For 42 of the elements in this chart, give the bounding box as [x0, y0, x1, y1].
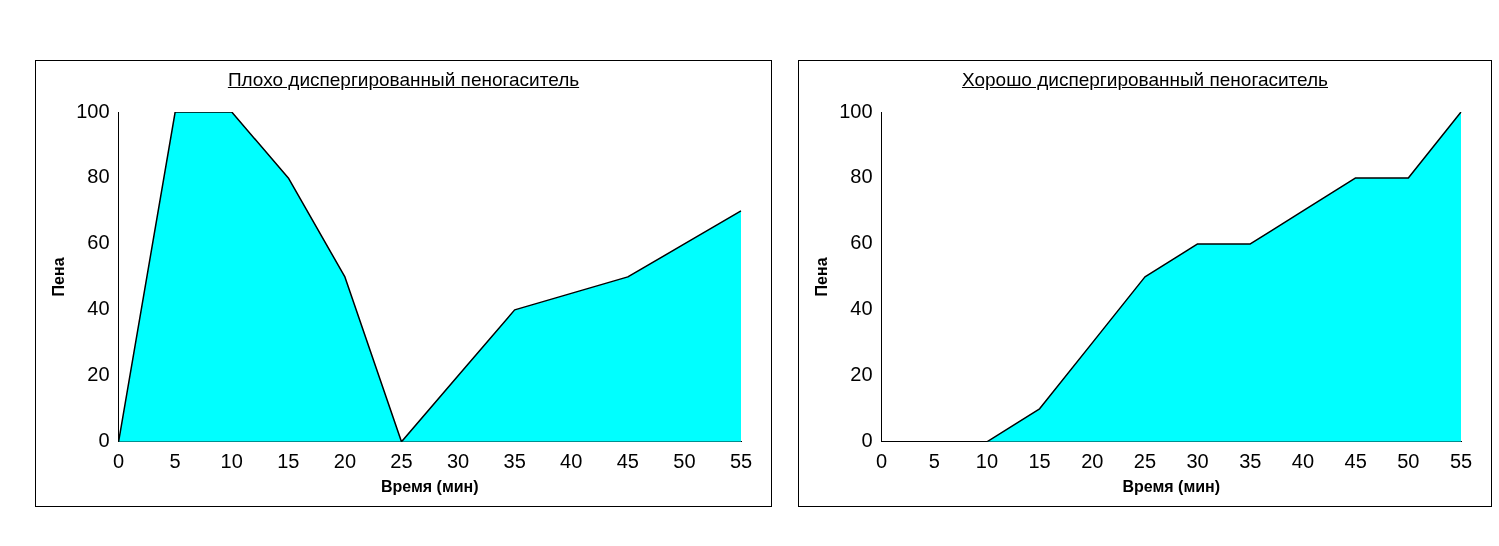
x-tick-label: 40	[560, 450, 583, 473]
x-tick-label: 35	[1239, 450, 1262, 473]
y-tick-label: 100	[76, 99, 110, 122]
y-axis-title: Пена	[813, 257, 831, 297]
x-tick-label: 0	[876, 450, 888, 473]
x-tick-label: 5	[169, 450, 181, 473]
y-tick-label: 60	[87, 231, 110, 254]
y-tick-label: 80	[850, 165, 873, 188]
y-tick-label: 20	[850, 363, 873, 386]
y-tick-label: 80	[87, 165, 110, 188]
x-tick-label: 20	[333, 450, 357, 473]
x-tick-label: 45	[616, 450, 639, 473]
y-axis-title: Пена	[50, 257, 68, 297]
x-tick-label: 30	[1186, 450, 1209, 473]
x-tick-label: 0	[113, 450, 125, 473]
y-tick-label: 0	[98, 429, 110, 452]
x-tick-label: 55	[729, 450, 753, 473]
x-tick-label: 10	[975, 450, 999, 473]
x-axis-title: Время (мин)	[1122, 477, 1221, 495]
x-tick-label: 25	[1133, 450, 1157, 473]
x-tick-label: 35	[503, 450, 526, 473]
x-tick-label: 5	[928, 450, 940, 473]
y-tick-label: 20	[87, 363, 110, 386]
y-tick-label: 0	[861, 429, 873, 452]
y-tick-label: 60	[850, 231, 873, 254]
x-tick-label: 20	[1081, 450, 1104, 473]
x-tick-label: 40	[1291, 450, 1315, 473]
x-tick-label: 50	[673, 450, 696, 473]
y-tick-label: 40	[850, 297, 873, 320]
x-tick-label: 50	[1397, 450, 1420, 473]
x-tick-label: 15	[1028, 450, 1051, 473]
chart-title: Плохо диспергированный пеногаситель	[226, 69, 581, 91]
chart-title: Хорошо диспергированный пеногаситель	[960, 69, 1329, 91]
y-tick-label: 40	[87, 297, 110, 320]
x-tick-label: 45	[1344, 450, 1367, 473]
x-tick-label: 25	[390, 450, 413, 473]
x-tick-label: 10	[220, 450, 243, 473]
x-tick-label: 55	[1449, 450, 1473, 473]
y-tick-label: 100	[839, 99, 873, 122]
x-tick-label: 30	[446, 450, 470, 473]
x-tick-label: 15	[277, 450, 300, 473]
x-axis-title: Время (мин)	[380, 477, 479, 495]
